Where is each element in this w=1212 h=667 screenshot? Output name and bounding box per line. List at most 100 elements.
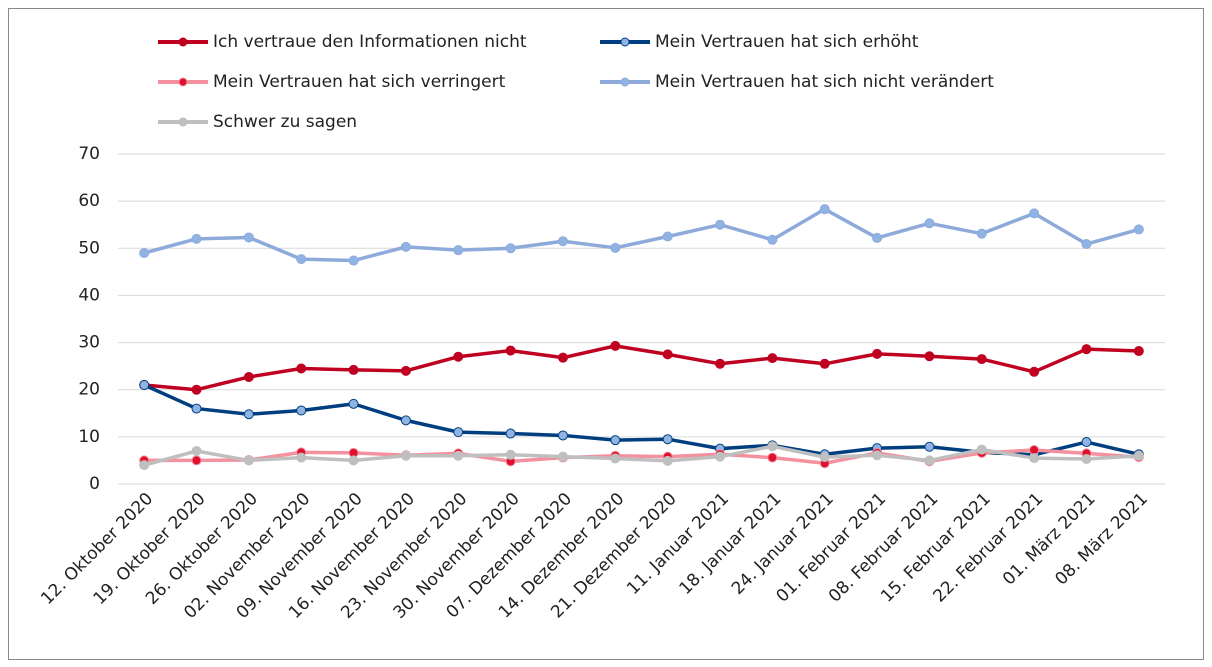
- data-point: [976, 228, 987, 239]
- data-point: [976, 444, 987, 455]
- data-point: [400, 241, 411, 252]
- data-point: [243, 409, 254, 420]
- data-point: [610, 242, 621, 253]
- legend-label: Mein Vertrauen hat sich nicht verändert: [655, 72, 994, 92]
- y-tick-label: 70: [78, 144, 100, 164]
- data-point: [819, 452, 830, 463]
- data-point: [453, 245, 464, 256]
- data-point: [1081, 344, 1092, 355]
- y-tick-label: 40: [78, 285, 100, 305]
- legend-label: Schwer zu sagen: [213, 112, 357, 132]
- data-point: [453, 351, 464, 362]
- data-point: [400, 415, 411, 426]
- data-point: [610, 435, 621, 446]
- data-point: [453, 450, 464, 461]
- chart-frame: [8, 8, 1204, 660]
- data-point: [819, 204, 830, 215]
- data-point: [139, 248, 150, 258]
- data-point: [767, 441, 778, 452]
- series-line: [144, 344, 1139, 392]
- data-point: [1133, 346, 1144, 357]
- data-point: [453, 427, 464, 438]
- data-point: [191, 403, 202, 414]
- data-point: [505, 449, 516, 460]
- data-point: [1133, 450, 1144, 461]
- data-point: [505, 243, 516, 254]
- data-point: [1029, 208, 1040, 219]
- data-point: [348, 255, 359, 266]
- data-point: [400, 365, 411, 376]
- data-point: [296, 452, 307, 463]
- data-point: [662, 455, 673, 466]
- data-point: [1081, 454, 1092, 465]
- data-point: [191, 384, 202, 395]
- data-point: [348, 364, 359, 375]
- data-point: [505, 345, 516, 356]
- legend-marker: [178, 77, 188, 87]
- data-point: [505, 428, 516, 439]
- data-point: [1133, 224, 1144, 235]
- data-point: [296, 405, 307, 416]
- data-point: [243, 232, 254, 243]
- x-tick-label: 08. März 2021: [1051, 489, 1151, 589]
- y-tick-label: 10: [78, 427, 100, 447]
- data-point: [924, 218, 935, 229]
- data-point: [924, 351, 935, 362]
- y-tick-label: 0: [89, 474, 100, 494]
- data-point: [191, 233, 202, 244]
- data-point: [139, 380, 150, 390]
- data-point: [662, 349, 673, 360]
- data-point: [557, 451, 568, 462]
- data-point: [767, 234, 778, 245]
- data-point: [1029, 366, 1040, 377]
- x-tick-label: 01. März 2021: [999, 489, 1099, 589]
- data-point: [715, 219, 726, 230]
- legend-label: Ich vertraue den Informationen nicht: [213, 32, 527, 52]
- legend-marker: [178, 37, 188, 47]
- data-point: [296, 363, 307, 374]
- series-line: [143, 383, 1140, 457]
- y-tick-label: 50: [78, 238, 100, 258]
- legend-label: Mein Vertrauen hat sich verringert: [213, 72, 506, 92]
- data-point: [243, 455, 254, 466]
- data-point: [924, 455, 935, 466]
- data-point: [1081, 239, 1092, 250]
- series-line: [143, 207, 1140, 263]
- data-point: [767, 452, 778, 463]
- data-point: [557, 236, 568, 247]
- data-point: [976, 354, 987, 365]
- data-point: [139, 460, 150, 471]
- data-point: [1029, 453, 1040, 464]
- legend-marker: [178, 117, 188, 127]
- y-tick-label: 30: [78, 333, 100, 353]
- data-point: [767, 353, 778, 364]
- data-point: [819, 358, 830, 369]
- data-point: [924, 441, 935, 452]
- series-line: [144, 448, 1139, 466]
- data-point: [662, 434, 673, 445]
- series-line: [143, 444, 1139, 467]
- data-point: [400, 450, 411, 461]
- data-point: [557, 430, 568, 441]
- data-point: [191, 455, 202, 466]
- data-point: [872, 450, 883, 461]
- legend-marker: [620, 37, 630, 47]
- data-point: [557, 352, 568, 363]
- y-tick-label: 60: [78, 191, 100, 211]
- data-point: [348, 398, 359, 409]
- legend-marker: [620, 77, 630, 87]
- data-point: [610, 453, 621, 464]
- data-point: [243, 371, 254, 382]
- data-point: [715, 451, 726, 462]
- data-point: [296, 254, 307, 265]
- data-point: [872, 232, 883, 243]
- y-tick-label: 20: [78, 380, 100, 400]
- legend-label: Mein Vertrauen hat sich erhöht: [655, 32, 919, 52]
- data-point: [1081, 437, 1092, 448]
- data-point: [662, 231, 673, 242]
- data-point: [191, 446, 202, 456]
- data-point: [872, 348, 883, 359]
- data-point: [715, 358, 726, 369]
- data-point: [348, 455, 359, 466]
